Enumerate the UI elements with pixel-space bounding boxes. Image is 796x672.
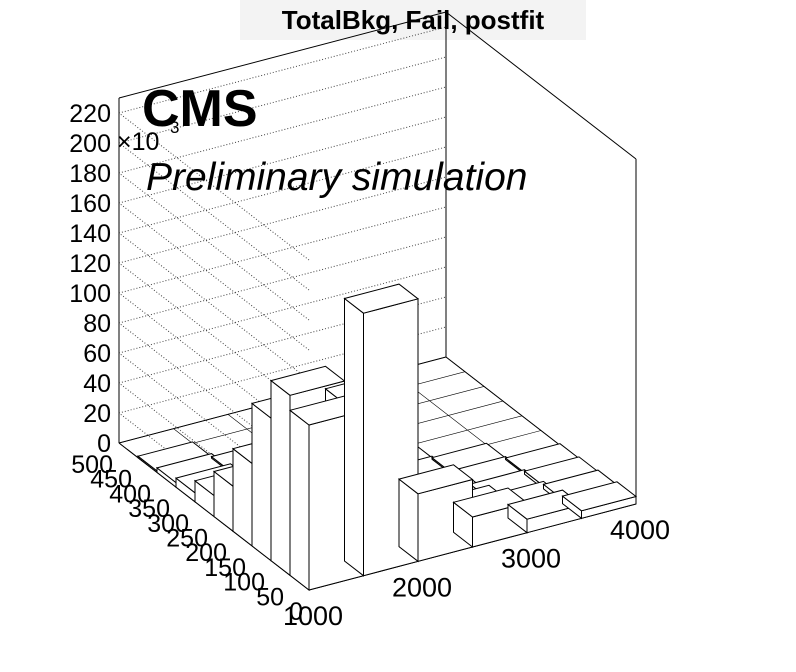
x-tick-label: 1000 — [283, 601, 343, 631]
title-background — [240, 0, 586, 40]
z-multiplier-exponent: 3 — [170, 118, 179, 137]
y-tick-label: 50 — [256, 583, 284, 611]
bar — [397, 464, 474, 563]
z-tick-label: 0 — [97, 430, 111, 458]
y-tick-label: 250 — [166, 525, 208, 553]
z-gridline — [118, 352, 310, 501]
z-tick-label: 40 — [83, 370, 111, 398]
z-tick-label: 140 — [69, 220, 111, 248]
z-tick-label: 220 — [69, 100, 111, 128]
bars — [136, 283, 638, 592]
z-tick-label: 100 — [69, 280, 111, 308]
z-gridline — [118, 292, 310, 441]
z-tick-label: 20 — [83, 400, 111, 428]
z-tick-label: 200 — [69, 130, 111, 158]
z-tick-label: 160 — [69, 190, 111, 218]
z-gridline — [118, 232, 310, 381]
z-gridline — [118, 112, 310, 261]
x-tick-label: 4000 — [610, 515, 670, 545]
z-tick-label: 180 — [69, 160, 111, 188]
z-gridline — [118, 172, 310, 321]
y-tick-label: 200 — [185, 539, 227, 567]
z-gridline — [118, 322, 310, 471]
y-tick-label: 450 — [90, 466, 132, 494]
bar — [561, 481, 638, 520]
x-axis-ticks: 1000 2000 3000 4000 — [283, 515, 670, 631]
y-tick-label: 100 — [223, 569, 265, 597]
y-tick-label: 500 — [71, 451, 113, 479]
z-gridline — [118, 206, 447, 294]
y-tick-label: 400 — [109, 480, 151, 508]
x-tick-label: 3000 — [501, 544, 561, 574]
x-tick-label: 2000 — [392, 572, 452, 602]
y-tick-label: 0 — [289, 598, 303, 626]
cms-label: CMS — [142, 80, 258, 138]
z-gridline — [118, 262, 310, 411]
y-tick-label: 150 — [204, 554, 246, 582]
y-tick-label: 350 — [128, 495, 170, 523]
z-tick-label: 80 — [83, 310, 111, 338]
z-tick-label: 60 — [83, 340, 111, 368]
z-tick-label: 120 — [69, 250, 111, 278]
z-gridline — [118, 142, 310, 291]
y-tick-label: 300 — [147, 510, 189, 538]
chart-title: TotalBkg, Fail, postfit — [281, 5, 545, 35]
z-multiplier: ×10 — [117, 128, 159, 156]
z-gridline — [118, 202, 310, 351]
preliminary-label: Preliminary simulation — [146, 156, 527, 199]
